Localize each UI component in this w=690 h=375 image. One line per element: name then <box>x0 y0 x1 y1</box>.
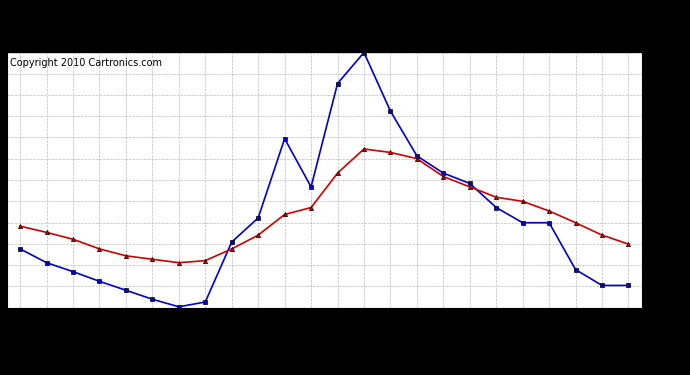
Text: Copyright 2010 Cartronics.com: Copyright 2010 Cartronics.com <box>10 58 162 68</box>
Text: Outdoor Temperature (vs) THSW Index per Hour (Last 24 Hours) 20100501: Outdoor Temperature (vs) THSW Index per … <box>30 11 619 26</box>
